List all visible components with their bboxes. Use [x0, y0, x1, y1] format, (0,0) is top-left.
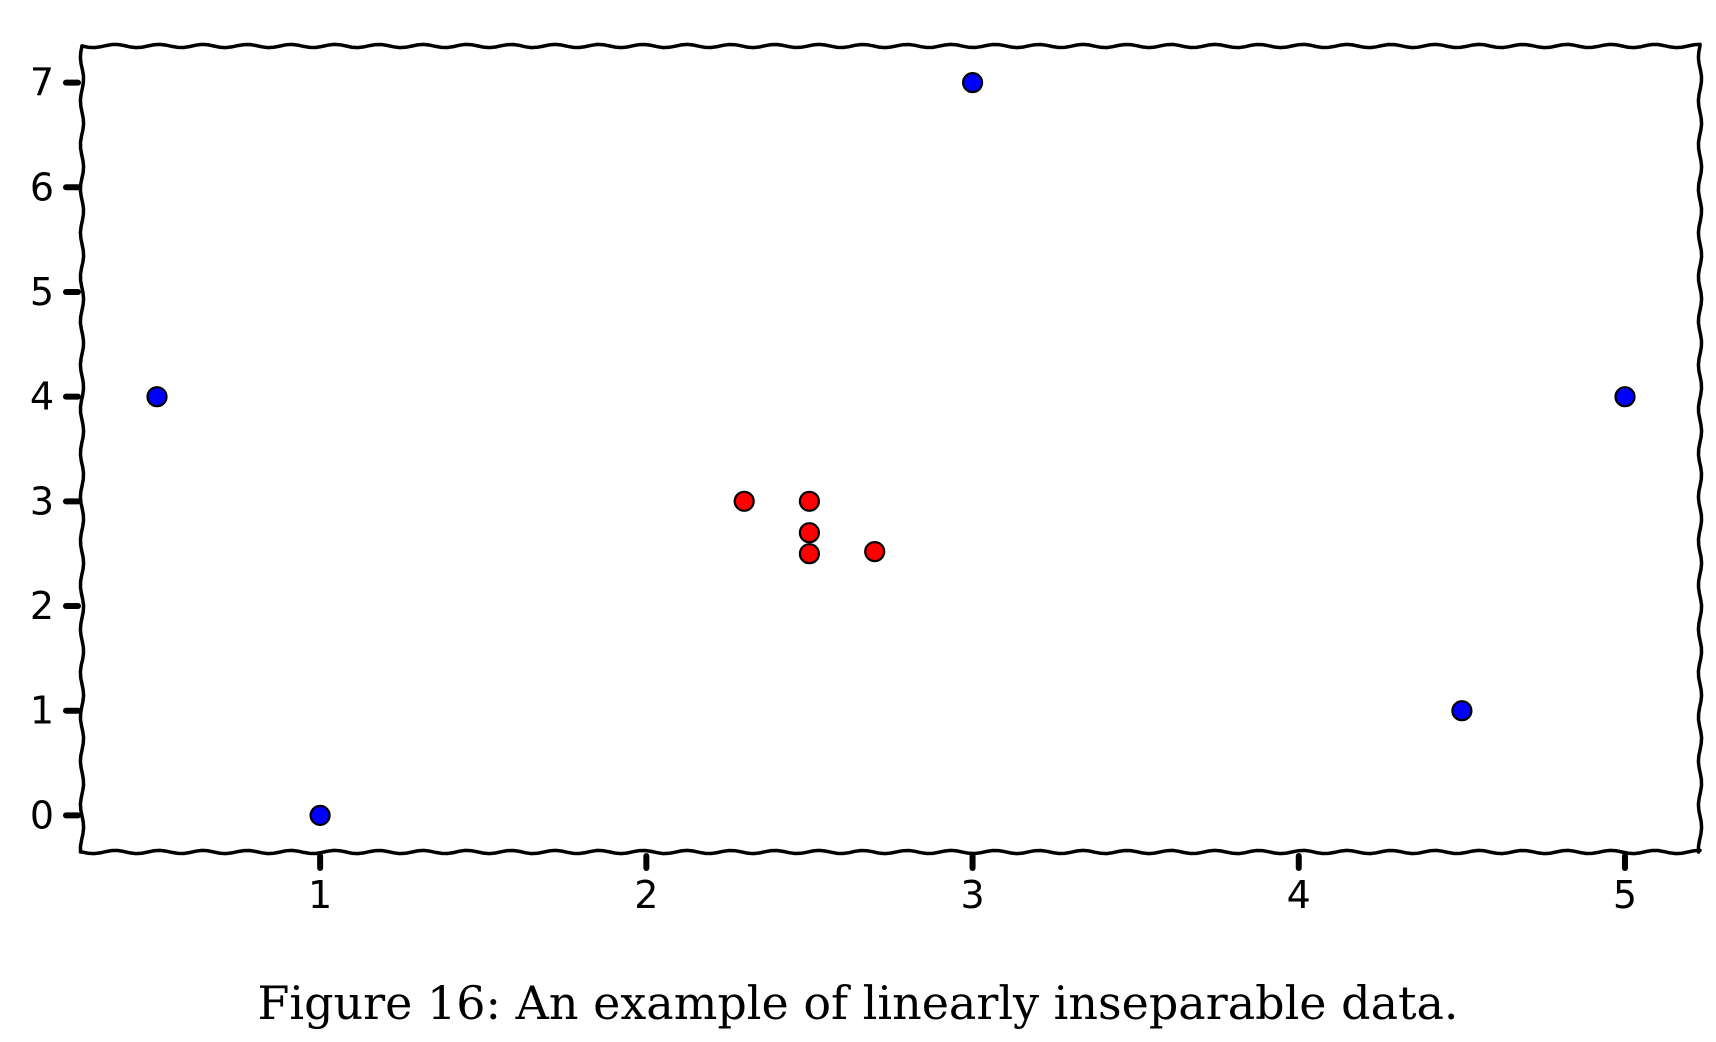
y-tick-label: 7: [30, 61, 54, 105]
x-tick-label: 2: [634, 873, 658, 917]
data-point: [798, 522, 821, 544]
y-tick-label: 0: [30, 793, 54, 837]
figure-caption: Figure 16: An example of linearly insepa…: [257, 976, 1459, 1030]
y-tick-label: 6: [30, 165, 54, 209]
axis-top-line: [80, 42, 1702, 50]
axis-left-line: [78, 44, 86, 854]
data-point: [961, 71, 984, 94]
data-point: [798, 490, 821, 512]
axis-right-line: [1696, 44, 1704, 854]
x-tick-label: 1: [308, 873, 332, 917]
data-point: [1451, 700, 1473, 722]
y-tick-label: 5: [30, 270, 54, 314]
y-tick-label: 2: [30, 584, 54, 628]
data-point: [798, 543, 821, 565]
y-tick-label: 4: [30, 375, 54, 419]
y-tick-label: 3: [30, 479, 54, 523]
plot-frame: [78, 42, 1704, 856]
data-point: [864, 540, 886, 563]
x-tick-label: 3: [960, 873, 984, 917]
scatter-chart: 0 1 2 3 4 5 6 7 1 2 3 4 5: [30, 42, 1704, 917]
y-tick-label: 1: [30, 689, 54, 733]
data-point: [1614, 386, 1636, 408]
axis-bottom-line: [80, 848, 1702, 856]
data-point: [309, 804, 331, 827]
data-point: [733, 490, 755, 512]
x-tick-label: 5: [1613, 873, 1637, 917]
data-point: [146, 386, 168, 408]
axis-ticks: 0 1 2 3 4 5 6 7 1 2 3 4 5: [30, 61, 1637, 917]
data-points: [146, 71, 1636, 827]
x-tick-label: 4: [1287, 873, 1311, 917]
